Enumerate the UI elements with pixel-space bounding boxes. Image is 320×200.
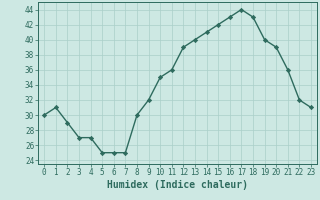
X-axis label: Humidex (Indice chaleur): Humidex (Indice chaleur): [107, 180, 248, 190]
